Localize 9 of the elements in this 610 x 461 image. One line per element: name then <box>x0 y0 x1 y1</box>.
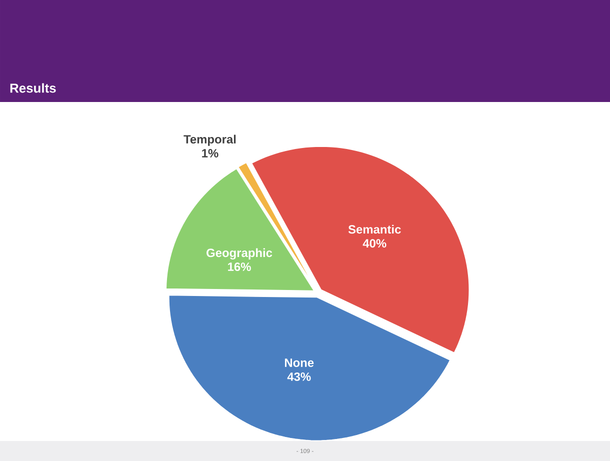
data-label: 1% <box>202 149 218 158</box>
slice-label: Temporal <box>184 134 236 146</box>
data-label: 40% <box>362 239 386 248</box>
data-label: 16% <box>228 262 251 272</box>
slice-label: Geographic <box>206 248 272 260</box>
slice-label: Semantic <box>348 224 401 234</box>
data-label: 43% <box>287 372 311 381</box>
slice-label: None <box>284 358 314 367</box>
text: Results <box>10 83 56 93</box>
